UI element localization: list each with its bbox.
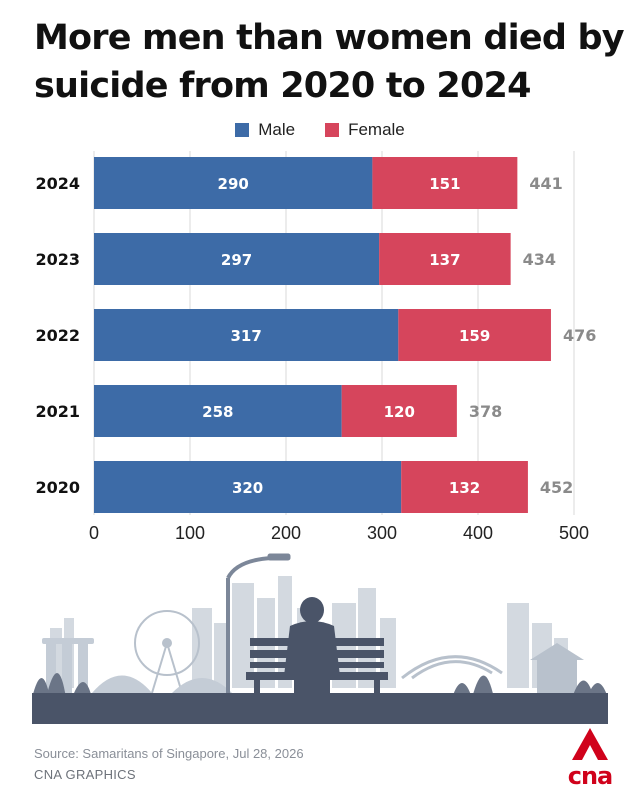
bar-female-2023: [379, 233, 511, 285]
legend-label-female: Female: [348, 120, 405, 139]
legend-swatch-male: [235, 123, 250, 137]
total-label-2023: 434: [523, 250, 556, 269]
total-label-2021: 378: [469, 402, 502, 421]
category-label-2024: 2024: [35, 174, 80, 193]
total-label-2022: 476: [563, 326, 596, 345]
bar-female-2020: [401, 461, 528, 513]
singapore-skyline-illustration: [32, 553, 608, 724]
bar-label-male-2024: 290: [218, 175, 249, 193]
legend-item-male: Male: [235, 120, 295, 140]
x-tick-label-100: 100: [175, 523, 205, 543]
bar-label-female-2021: 120: [384, 403, 415, 421]
legend-item-female: Female: [325, 120, 405, 140]
bar-female-2022: [398, 309, 551, 361]
legend-label-male: Male: [258, 120, 296, 139]
x-tick-label-0: 0: [89, 523, 99, 543]
x-tick-label-300: 300: [367, 523, 397, 543]
gardens-domes: [92, 675, 232, 693]
graphics-credit: CNA GRAPHICS: [34, 767, 136, 782]
bar-label-female-2023: 137: [429, 251, 460, 269]
bar-label-male-2021: 258: [202, 403, 233, 421]
x-tick-label-200: 200: [271, 523, 301, 543]
total-label-2020: 452: [540, 478, 573, 497]
street-lamp: [226, 553, 291, 698]
bar-label-male-2020: 320: [232, 479, 263, 497]
bar-male-2024: [94, 157, 373, 209]
bar-female-2024: [372, 157, 518, 209]
bar-label-male-2023: 297: [221, 251, 252, 269]
cna-logo-mark: [572, 728, 608, 760]
chart-title: More men than women died by suicide from…: [34, 18, 625, 106]
total-label-2024: 441: [529, 174, 562, 193]
legend-swatch-female: [325, 123, 340, 137]
bar-label-male-2022: 317: [231, 327, 262, 345]
bar-label-female-2022: 159: [459, 327, 490, 345]
bar-male-2023: [94, 233, 380, 285]
bar-female-2021: [341, 385, 457, 437]
singapore-flyer: [134, 610, 200, 694]
seated-person-silhouette: [284, 597, 340, 703]
category-label-2021: 2021: [35, 402, 80, 421]
category-label-2022: 2022: [35, 326, 80, 345]
helix-bridge: [401, 655, 503, 680]
category-label-2020: 2020: [35, 478, 80, 497]
cna-logo: cna: [562, 724, 618, 792]
ground-strip: [32, 693, 608, 724]
bar-label-female-2024: 151: [429, 175, 460, 193]
marina-bay-sands: [42, 638, 94, 693]
stacked-bar-chart: 2024 290 151 441 2023 297 137 434 2022 317 159 476 2…: [35, 151, 596, 543]
source-note: Source: Samaritans of Singapore, Jul 28,…: [34, 746, 304, 761]
x-tick-label-400: 400: [463, 523, 493, 543]
legend: Male Female: [0, 119, 640, 141]
cna-logo-text: cna: [567, 762, 614, 790]
bar-male-2020: [94, 461, 402, 513]
chinese-pavilion: [530, 643, 584, 693]
category-label-2023: 2023: [35, 250, 80, 269]
bar-label-female-2020: 132: [449, 479, 480, 497]
x-tick-label-500: 500: [559, 523, 589, 543]
bar-male-2021: [94, 385, 342, 437]
bar-male-2022: [94, 309, 399, 361]
